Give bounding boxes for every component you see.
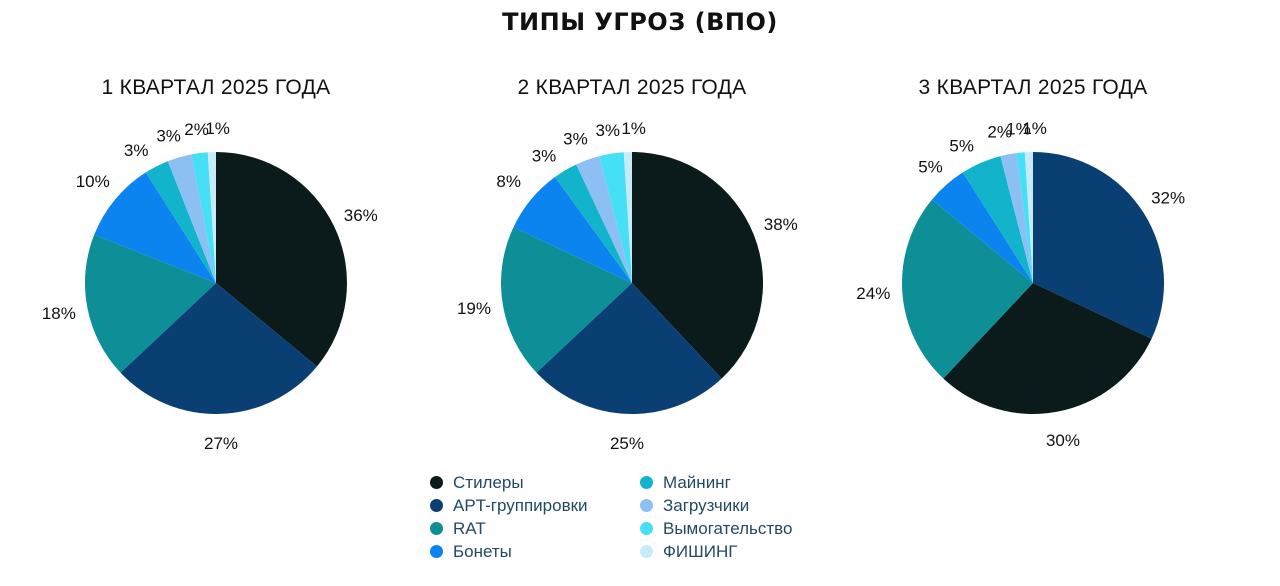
slice-label: 38% bbox=[764, 215, 798, 234]
pie-slice bbox=[85, 234, 216, 373]
legend-swatch bbox=[430, 522, 443, 535]
pie-slice bbox=[1016, 152, 1033, 283]
pie-slice bbox=[1000, 153, 1033, 283]
slice-label: 24% bbox=[856, 284, 890, 303]
page-title: ТИПЫ УГРОЗ (ВПО) bbox=[502, 8, 778, 36]
pie-slice bbox=[536, 283, 722, 414]
pie-slice bbox=[167, 154, 216, 283]
slice-label: 1% bbox=[205, 119, 230, 138]
slice-label: 2% bbox=[184, 120, 209, 139]
legend-label: Загрузчики bbox=[663, 495, 750, 515]
pie-slice bbox=[632, 152, 763, 379]
legend-label: APT-группировки bbox=[453, 495, 588, 515]
slice-label: 3% bbox=[532, 146, 557, 165]
legend-item: Бонеты bbox=[430, 541, 640, 562]
slice-label: 5% bbox=[918, 158, 943, 177]
pie-slice bbox=[191, 152, 216, 283]
slice-label: 3% bbox=[156, 126, 181, 145]
legend-swatch bbox=[640, 499, 653, 512]
pie-slice bbox=[513, 177, 632, 283]
pie-slice bbox=[145, 161, 216, 283]
chart-title-q3: 3 КВАРТАЛ 2025 ГОДА bbox=[918, 76, 1148, 99]
legend-item: RAT bbox=[430, 518, 640, 539]
pie-slice bbox=[943, 283, 1152, 415]
pie-slice bbox=[599, 152, 632, 283]
legend-item: Загрузчики bbox=[640, 495, 850, 516]
slice-label: 2% bbox=[987, 123, 1012, 142]
slice-label: 1% bbox=[1006, 120, 1031, 139]
pie-slice bbox=[94, 172, 216, 283]
pie-slice bbox=[932, 172, 1033, 283]
pie-slice bbox=[120, 283, 317, 414]
chart-title-q2: 2 КВАРТАЛ 2025 ГОДА bbox=[517, 76, 747, 99]
slice-label: 18% bbox=[42, 304, 76, 323]
legend: Стилеры Майнинг APT-группировки Загрузчики R… bbox=[430, 472, 850, 562]
pie-slice bbox=[901, 199, 1033, 379]
pie-slice bbox=[1033, 152, 1164, 339]
legend-label: Вымогательство bbox=[663, 518, 793, 538]
legend-item: Вымогательство bbox=[640, 518, 850, 539]
legend-item: ФИШИНГ bbox=[640, 541, 850, 562]
slice-label: 3% bbox=[124, 141, 149, 160]
slice-label: 32% bbox=[1151, 188, 1185, 207]
slice-label: 25% bbox=[610, 434, 644, 453]
legend-swatch bbox=[640, 522, 653, 535]
legend-label: Стилеры bbox=[453, 472, 524, 492]
pie-slice bbox=[207, 152, 216, 283]
legend-swatch bbox=[430, 545, 443, 558]
slice-label: 1% bbox=[621, 119, 646, 138]
slice-label: 10% bbox=[76, 172, 110, 191]
chart-title-q1: 1 КВАРТАЛ 2025 ГОДА bbox=[101, 76, 331, 99]
pie-slice bbox=[623, 152, 632, 283]
slice-label: 27% bbox=[204, 434, 238, 453]
slice-label: 3% bbox=[563, 130, 588, 149]
slice-label: 19% bbox=[457, 299, 491, 318]
legend-swatch bbox=[430, 499, 443, 512]
pie-slice bbox=[501, 227, 632, 373]
slice-label: 5% bbox=[949, 136, 974, 155]
legend-label: Бонеты bbox=[453, 541, 512, 561]
legend-item: Стилеры bbox=[430, 472, 640, 493]
pie-slice bbox=[1024, 152, 1033, 283]
legend-label: ФИШИНГ bbox=[663, 541, 738, 561]
legend-swatch bbox=[640, 545, 653, 558]
slice-label: 3% bbox=[595, 121, 620, 140]
pie-slice bbox=[216, 152, 347, 367]
slice-label: 8% bbox=[496, 172, 521, 191]
slice-label: 1% bbox=[1022, 119, 1047, 138]
legend-swatch bbox=[640, 476, 653, 489]
pie-slice bbox=[555, 164, 632, 283]
slice-label: 30% bbox=[1046, 431, 1080, 450]
pie-slice bbox=[576, 156, 632, 283]
legend-label: RAT bbox=[453, 518, 486, 538]
pie-slice bbox=[962, 156, 1033, 283]
slice-label: 36% bbox=[344, 206, 378, 225]
legend-item: APT-группировки bbox=[430, 495, 640, 516]
legend-swatch bbox=[430, 476, 443, 489]
legend-item: Майнинг bbox=[640, 472, 850, 493]
legend-label: Майнинг bbox=[663, 472, 731, 492]
